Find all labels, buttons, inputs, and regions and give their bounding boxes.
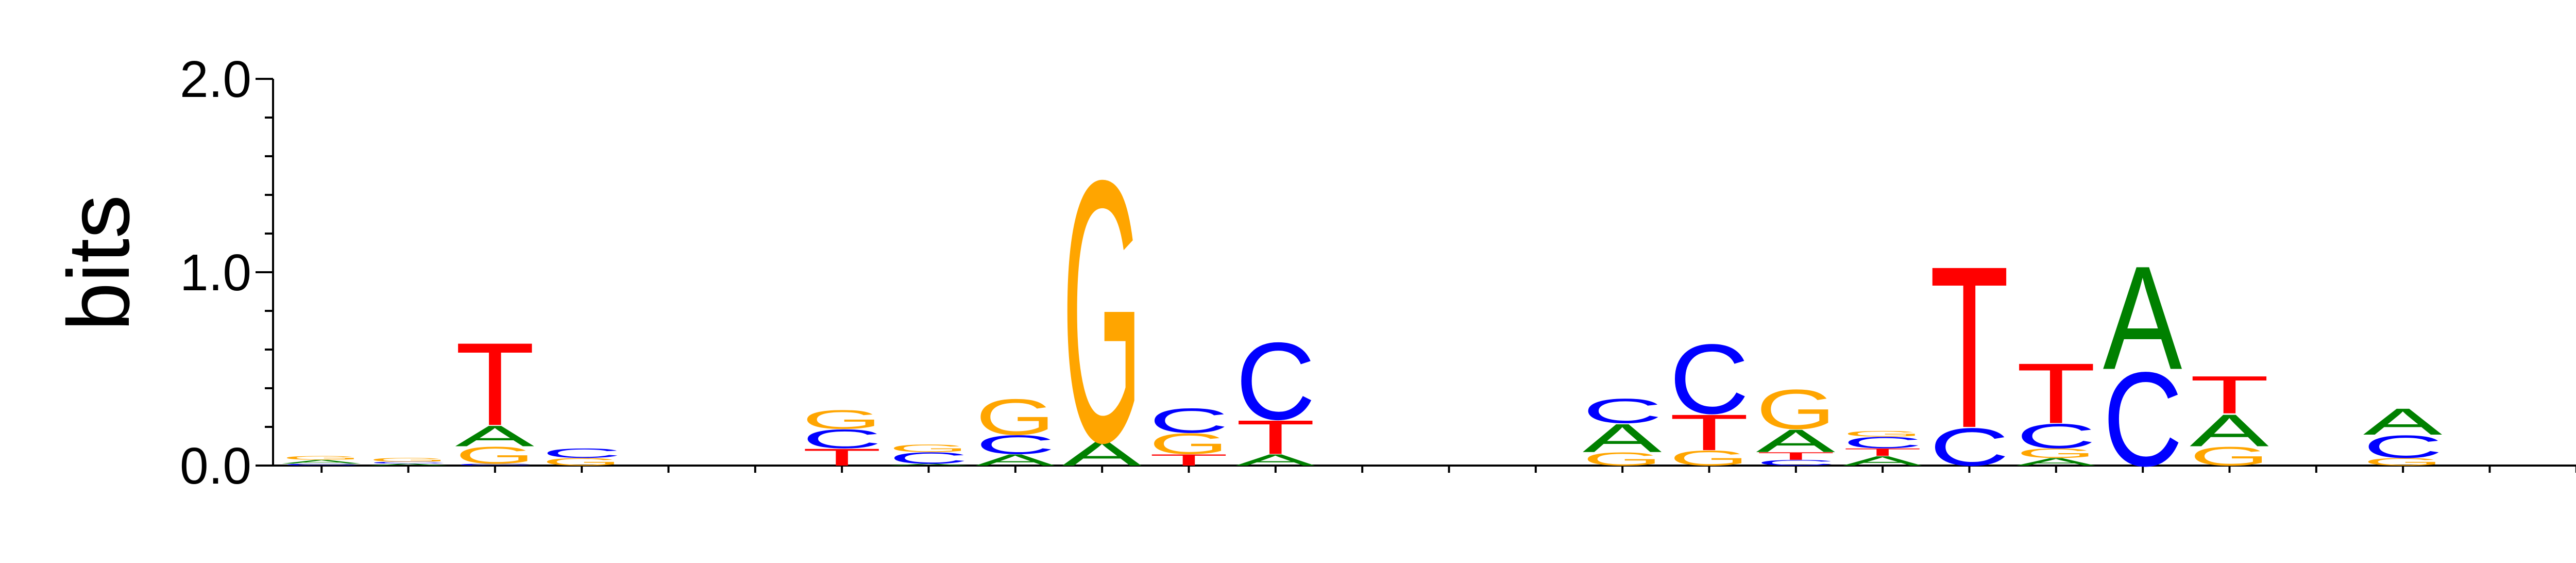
logo-letter-g: G <box>889 442 969 454</box>
logo-column: ACG <box>975 389 1055 469</box>
logo-letter-g: G <box>802 405 882 435</box>
y-tick-label: 1.0 <box>180 244 251 302</box>
logo-letter-c: C <box>1669 324 1749 435</box>
logo-letter-a: A <box>282 459 361 465</box>
logo-letter-a: A <box>2190 405 2269 456</box>
logo-letter-a: A <box>368 463 448 466</box>
y-tick-label: 2.0 <box>180 51 251 108</box>
logo-letter-c: C <box>282 463 362 466</box>
x-axis <box>273 465 2576 473</box>
logo-letter-t: T <box>802 444 882 471</box>
logo-letter-c: C <box>2103 344 2183 494</box>
logo-letter-t: T <box>1929 219 2009 476</box>
y-tick-label: 0.0 <box>180 437 251 495</box>
logo-column: ACG <box>889 442 969 467</box>
logo-letter-c: C <box>802 424 882 454</box>
logo-letter-g: G <box>1583 449 1663 470</box>
logo-letter-t: T <box>2190 365 2269 425</box>
logo-letter-g: G <box>2190 441 2269 471</box>
logo-letter-a: A <box>1756 423 1835 459</box>
logo-letter-a: A <box>2103 236 2183 401</box>
logo-letter-t: T <box>1235 410 1315 465</box>
logo-column: TGC <box>1149 401 1229 469</box>
logo-letter-t: T <box>1669 404 1749 461</box>
logo-column: CT <box>1929 219 2009 477</box>
logo-letter-g: G <box>282 455 362 461</box>
logo-letter-a: A <box>1235 451 1315 469</box>
logo-column: CAG <box>282 455 362 466</box>
logo-letter-t: T <box>1149 451 1229 469</box>
logo-letter-a: A <box>1843 454 1923 469</box>
logo-letter-c: C <box>368 461 448 465</box>
logo-column: GC <box>542 446 622 468</box>
logo-letter-g: G <box>455 442 535 469</box>
logo-letter-c: C <box>455 463 535 466</box>
logo-letter-a: A <box>889 463 968 466</box>
logo-letter-c: C <box>1583 391 1663 430</box>
y-axis-title: bits <box>50 195 148 332</box>
logo-letter-c: C <box>542 446 622 461</box>
logo-letter-a: A <box>455 420 534 453</box>
logo-letter-c: C <box>2016 417 2096 456</box>
logo-column: ACG <box>368 457 448 466</box>
logo-letter-c: C <box>1149 401 1229 440</box>
y-axis: 0.0 1.0 2.0 <box>180 51 274 495</box>
logo-letter-t: T <box>455 319 535 451</box>
logo-letter-g: G <box>2016 446 2096 461</box>
logo-letter-g: G <box>1843 429 1923 438</box>
logo-letter-t: T <box>1756 450 1836 462</box>
logo-letter-g: G <box>1756 378 1836 441</box>
logo-letter-c: C <box>1929 417 2009 477</box>
logo-letter-c: C <box>1235 320 1315 442</box>
logo-letter-a: A <box>975 451 1055 469</box>
logo-letter-c: C <box>1756 458 1836 467</box>
logo-column: GCA <box>2363 401 2443 468</box>
logo-column: CA <box>2103 236 2183 494</box>
logo-letter-c: C <box>975 430 1055 460</box>
logo-column: AG <box>1062 102 1142 520</box>
logo-column: GAC <box>1583 391 1663 470</box>
logo-letter-g: G <box>1669 446 1749 470</box>
logo-letter-a: A <box>1062 434 1142 473</box>
logo-letter-g: G <box>2363 456 2443 468</box>
logo-letter-g: G <box>542 456 622 468</box>
logo-column: GAT <box>2190 365 2269 471</box>
logo-letter-a: A <box>1583 416 1662 460</box>
logo-letter-t: T <box>2016 346 2096 442</box>
logo-letter-t: T <box>1843 446 1923 458</box>
logo-letter-g: G <box>368 457 448 463</box>
logo-letter-g: G <box>1149 427 1229 460</box>
logo-letter-c: C <box>889 449 969 467</box>
logo-column: GTC <box>1669 324 1749 470</box>
logo-letter-a: A <box>2363 401 2443 442</box>
logo-letter-g: G <box>975 389 1055 445</box>
logo-column: TCG <box>802 405 882 471</box>
logo-column: ATC <box>1235 320 1315 469</box>
logo-letter-c: C <box>1843 434 1923 452</box>
logo-letter-g: G <box>1062 102 1142 520</box>
logo-letter-c: C <box>2363 429 2443 465</box>
logo-letter-a: A <box>2016 456 2095 468</box>
